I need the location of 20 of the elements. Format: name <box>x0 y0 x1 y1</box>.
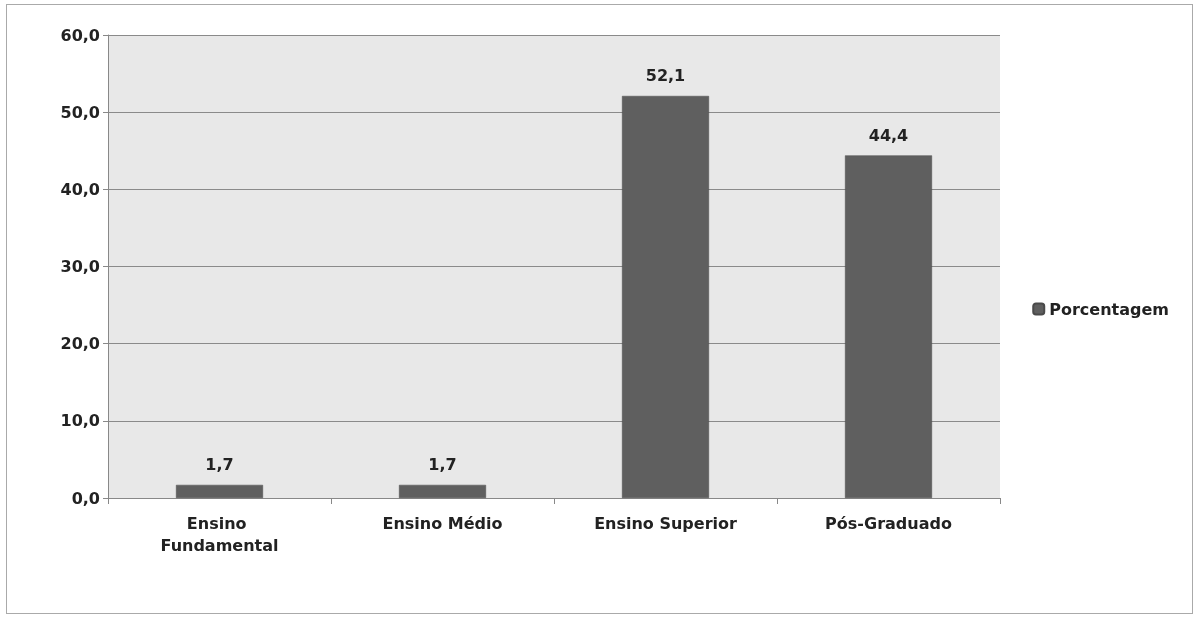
bar <box>845 155 932 498</box>
y-tick-label: 0,0 <box>71 488 100 508</box>
y-tick-label: 30,0 <box>60 257 100 276</box>
legend-label: Porcentagem <box>1049 299 1170 319</box>
y-tick-label: 40,0 <box>60 179 100 199</box>
y-tick-label: 10,0 <box>60 411 100 431</box>
x-tick-label: Ensino Superior <box>594 513 737 533</box>
y-tick-label: 20,0 <box>60 334 100 354</box>
x-tick-label: Ensino Fundamental <box>160 513 279 555</box>
data-label: 52,1 <box>645 66 686 86</box>
y-tick-label: 50,0 <box>60 102 100 122</box>
y-tick-label: 60,0 <box>60 25 100 45</box>
bar <box>176 484 263 498</box>
data-label: 1,7 <box>205 455 234 475</box>
bar <box>622 95 709 498</box>
data-label: 44,4 <box>868 125 909 145</box>
x-tick-label: Ensino Médio <box>382 513 503 533</box>
data-label: 1,7 <box>428 455 457 475</box>
x-tick-label: Pós-Graduado <box>825 513 952 533</box>
bar <box>399 484 486 498</box>
